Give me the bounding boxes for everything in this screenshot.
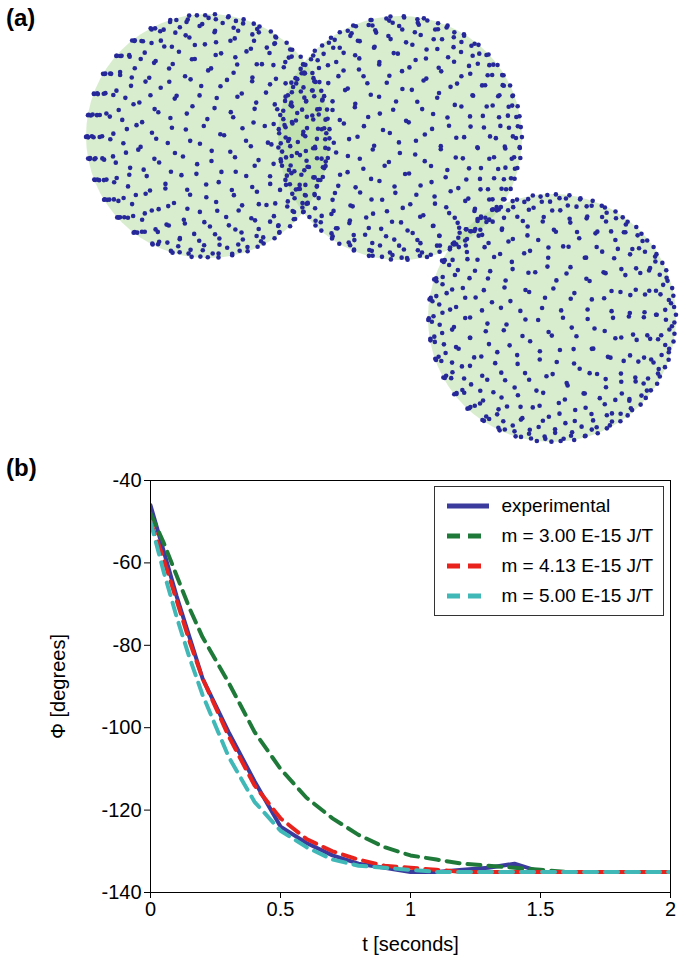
- svg-text:-60: -60: [113, 551, 142, 573]
- svg-text:-40: -40: [113, 469, 142, 491]
- svg-text:0: 0: [145, 898, 156, 920]
- svg-text:Φ [degrees]: Φ [degrees]: [47, 634, 69, 739]
- html-text:m = 3.00 E-15 J/T: m = 3.00 E-15 J/T: [501, 525, 653, 546]
- svg-text:1.5: 1.5: [527, 898, 555, 920]
- html-text:(b): (b): [6, 454, 37, 481]
- svg-text:2: 2: [665, 898, 676, 920]
- html-text:experimental: experimental: [501, 495, 611, 516]
- svg-text:-100: -100: [101, 716, 141, 738]
- svg-text:t [seconds]: t [seconds]: [362, 933, 459, 955]
- svg-text:-80: -80: [113, 634, 142, 656]
- svg-text:0.5: 0.5: [267, 898, 295, 920]
- svg-text:1: 1: [405, 898, 416, 920]
- svg-text:-140: -140: [101, 881, 141, 903]
- html-text:(a): (a): [6, 4, 36, 31]
- html-text:m = 5.00 E-15 J/T: m = 5.00 E-15 J/T: [501, 585, 653, 606]
- svg-text:-120: -120: [101, 799, 141, 821]
- html-text:m = 4.13 E-15 J/T: m = 4.13 E-15 J/T: [501, 555, 653, 576]
